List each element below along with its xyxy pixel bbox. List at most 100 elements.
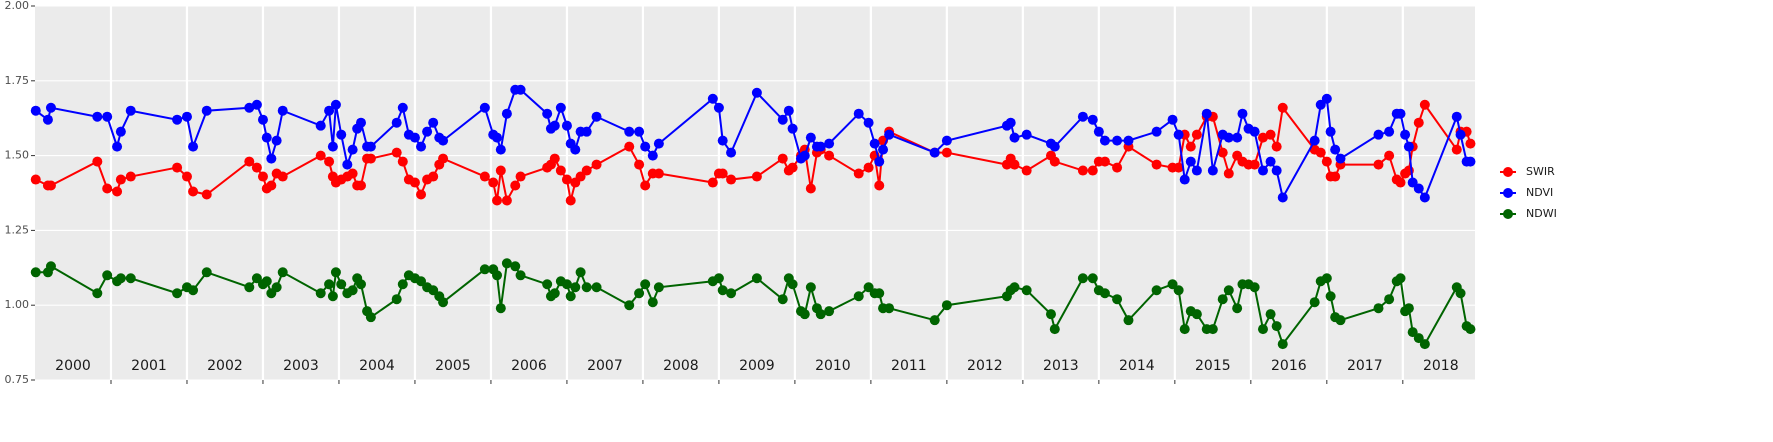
data-point — [1173, 162, 1184, 173]
data-point — [510, 180, 521, 191]
data-point — [1395, 177, 1406, 188]
data-point — [1309, 135, 1320, 146]
data-point — [172, 162, 183, 173]
data-point — [555, 102, 566, 113]
data-point — [355, 117, 366, 128]
data-point — [125, 105, 136, 116]
data-point — [1257, 132, 1268, 143]
data-point — [115, 174, 126, 185]
year-label: 2014 — [1119, 358, 1155, 374]
year-label: 2012 — [967, 358, 1003, 374]
data-point — [853, 168, 864, 179]
data-point — [1257, 165, 1268, 176]
data-point — [1373, 303, 1384, 314]
data-point — [355, 180, 366, 191]
year-label: 2002 — [207, 358, 243, 374]
data-point — [1465, 324, 1476, 335]
data-point — [277, 267, 288, 278]
data-point — [115, 126, 126, 137]
data-point — [492, 132, 503, 143]
data-point — [726, 147, 737, 158]
data-point — [713, 102, 724, 113]
data-point — [640, 141, 651, 152]
data-point — [492, 270, 503, 281]
data-point — [188, 141, 199, 152]
data-point — [565, 195, 576, 206]
data-point — [815, 141, 826, 152]
data-point — [1009, 282, 1020, 293]
data-point — [751, 273, 762, 284]
data-point — [1009, 132, 1020, 143]
data-point — [515, 270, 526, 281]
data-point — [1185, 156, 1196, 167]
data-point — [591, 111, 602, 122]
data-point — [591, 159, 602, 170]
data-point — [1321, 93, 1332, 104]
data-point — [172, 288, 183, 299]
y-tick-label: 1.75 — [5, 74, 30, 87]
year-label: 2009 — [739, 358, 775, 374]
data-point — [92, 156, 103, 167]
data-point — [549, 288, 560, 299]
data-point — [591, 282, 602, 293]
data-point — [501, 258, 512, 269]
data-point — [1123, 135, 1134, 146]
data-point — [1403, 303, 1414, 314]
data-point — [501, 195, 512, 206]
data-point — [799, 150, 810, 161]
data-point — [1049, 141, 1060, 152]
data-point — [428, 117, 439, 128]
data-point — [1185, 141, 1196, 152]
data-point — [1271, 165, 1282, 176]
legend-label: NDVI — [1526, 186, 1553, 199]
data-point — [438, 153, 449, 164]
data-point — [115, 273, 126, 284]
data-point — [416, 141, 427, 152]
data-point — [647, 150, 658, 161]
data-point — [1077, 111, 1088, 122]
data-point — [1151, 159, 1162, 170]
data-point — [707, 177, 718, 188]
data-point — [570, 282, 581, 293]
data-point — [102, 183, 113, 194]
data-point — [479, 264, 490, 275]
data-point — [726, 174, 737, 185]
year-label: 2000 — [55, 358, 91, 374]
data-point — [277, 105, 288, 116]
data-point — [510, 261, 521, 272]
y-tick-label: 1.00 — [5, 298, 30, 311]
data-point — [1045, 309, 1056, 320]
data-point — [391, 117, 402, 128]
data-point — [1249, 126, 1260, 137]
data-point — [1021, 129, 1032, 140]
data-point — [1277, 102, 1288, 113]
data-point — [1049, 156, 1060, 167]
data-point — [549, 120, 560, 131]
data-point — [634, 126, 645, 137]
data-point — [30, 105, 41, 116]
data-point — [409, 132, 420, 143]
data-point — [751, 171, 762, 182]
data-point — [102, 111, 113, 122]
data-point — [929, 147, 940, 158]
data-point — [777, 153, 788, 164]
data-point — [575, 267, 586, 278]
data-point — [824, 306, 835, 317]
year-label: 2008 — [663, 358, 699, 374]
year-label: 2018 — [1423, 358, 1459, 374]
year-label: 2010 — [815, 358, 851, 374]
data-point — [1021, 165, 1032, 176]
data-point — [1384, 150, 1395, 161]
data-point — [181, 171, 192, 182]
data-point — [1179, 174, 1190, 185]
data-point — [244, 282, 255, 293]
data-point — [1191, 129, 1202, 140]
data-point — [45, 102, 56, 113]
data-point — [1112, 294, 1123, 305]
data-point — [561, 120, 572, 131]
data-point — [112, 186, 123, 197]
year-label: 2004 — [359, 358, 395, 374]
data-point — [653, 168, 664, 179]
year-label: 2005 — [435, 358, 471, 374]
